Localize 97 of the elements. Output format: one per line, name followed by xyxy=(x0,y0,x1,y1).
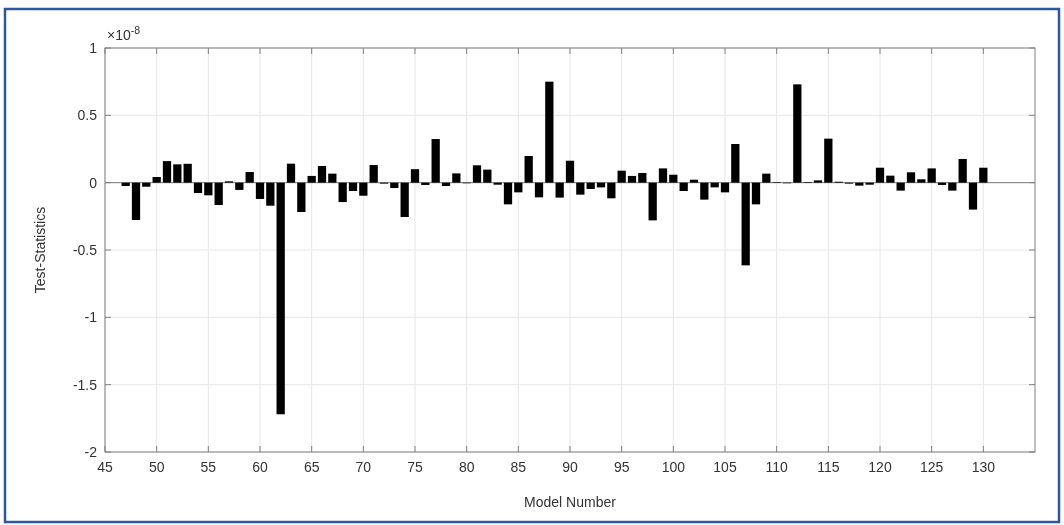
bar xyxy=(865,182,874,185)
bar xyxy=(741,182,750,266)
x-tick-label: 130 xyxy=(971,459,996,475)
x-tick-label: 55 xyxy=(200,459,217,475)
bar xyxy=(493,182,502,185)
bar xyxy=(968,182,978,210)
bar xyxy=(751,182,761,205)
y-axis-title: Test-Statistics xyxy=(32,206,48,294)
bar xyxy=(669,174,678,183)
bar xyxy=(193,182,203,194)
bar xyxy=(586,182,595,189)
text: ×10$^{-8}$ xyxy=(107,24,141,43)
x-tick-label: 120 xyxy=(868,459,892,475)
bar xyxy=(328,173,337,183)
bar xyxy=(503,182,513,205)
bar xyxy=(979,167,988,183)
bar xyxy=(472,165,482,183)
bar xyxy=(813,180,823,183)
bar xyxy=(255,182,265,199)
x-tick-label: 45 xyxy=(97,459,113,475)
bar xyxy=(162,161,172,183)
bar xyxy=(627,175,637,183)
bar xyxy=(689,179,699,183)
bar xyxy=(286,163,296,183)
x-tick-label: 70 xyxy=(355,459,372,475)
bar xyxy=(235,182,244,190)
bar xyxy=(152,177,161,183)
x-tick-label: 50 xyxy=(148,459,165,475)
x-tick-label: 85 xyxy=(510,459,527,475)
bar xyxy=(266,182,275,206)
x-tick-label: 80 xyxy=(458,459,475,475)
bar xyxy=(700,182,709,200)
y-tick-label: -1 xyxy=(84,309,98,326)
x-tick-label: 75 xyxy=(407,459,423,475)
bar xyxy=(555,182,564,198)
x-tick-label: 60 xyxy=(252,459,268,475)
x-tick-label: 95 xyxy=(613,459,630,475)
bar xyxy=(348,182,358,192)
y-tick-label: -0.5 xyxy=(72,242,98,258)
bar xyxy=(545,81,554,183)
bar xyxy=(855,182,864,186)
bar xyxy=(948,182,957,191)
bar xyxy=(514,182,523,193)
bar xyxy=(410,169,420,183)
bar xyxy=(576,182,585,195)
x-tick-label: 65 xyxy=(303,459,320,475)
bar xyxy=(359,182,368,196)
x-tick-label: 125 xyxy=(919,459,944,475)
x-tick-label: 100 xyxy=(661,459,686,475)
bar xyxy=(400,182,409,218)
bar xyxy=(214,182,223,206)
bar xyxy=(793,84,802,183)
bar xyxy=(131,182,141,220)
x-tick-label: 110 xyxy=(765,459,789,475)
bar xyxy=(524,156,533,183)
bar xyxy=(183,163,192,183)
x-tick-label: 115 xyxy=(817,459,840,475)
bar xyxy=(173,164,182,183)
bar xyxy=(142,182,151,187)
bar xyxy=(607,182,616,199)
bar xyxy=(927,168,936,183)
bar xyxy=(617,170,626,183)
bar xyxy=(886,175,895,183)
bar xyxy=(896,182,905,191)
bar xyxy=(483,169,492,183)
bar xyxy=(720,182,730,193)
bar xyxy=(658,168,668,183)
bar xyxy=(338,182,347,203)
bar xyxy=(245,172,254,183)
bar xyxy=(431,139,440,183)
bar xyxy=(204,182,213,196)
x-tick-label: 105 xyxy=(713,459,737,475)
bar xyxy=(679,182,688,192)
bar xyxy=(534,182,544,198)
bar xyxy=(648,182,657,221)
y-tick-label: -2 xyxy=(84,444,98,460)
bar xyxy=(307,175,316,183)
y-tick-label: -1.5 xyxy=(72,376,98,393)
bar xyxy=(875,167,885,183)
x-axis-title: Model Number xyxy=(524,494,617,510)
bar xyxy=(917,179,926,183)
bar xyxy=(317,165,327,183)
bar xyxy=(452,173,461,183)
bar xyxy=(958,158,967,183)
y-tick-label: 1 xyxy=(89,40,98,56)
bar xyxy=(731,144,740,183)
x-tick-label: 90 xyxy=(562,459,578,475)
bar xyxy=(824,138,833,183)
bar xyxy=(276,182,285,415)
bar xyxy=(762,173,771,183)
bar xyxy=(638,172,647,183)
bar xyxy=(565,160,575,183)
y-tick-label: 0.5 xyxy=(77,107,98,124)
bar xyxy=(906,172,916,183)
bar xyxy=(297,182,306,213)
bar xyxy=(369,165,378,183)
y-tick-label: 0 xyxy=(89,174,98,191)
